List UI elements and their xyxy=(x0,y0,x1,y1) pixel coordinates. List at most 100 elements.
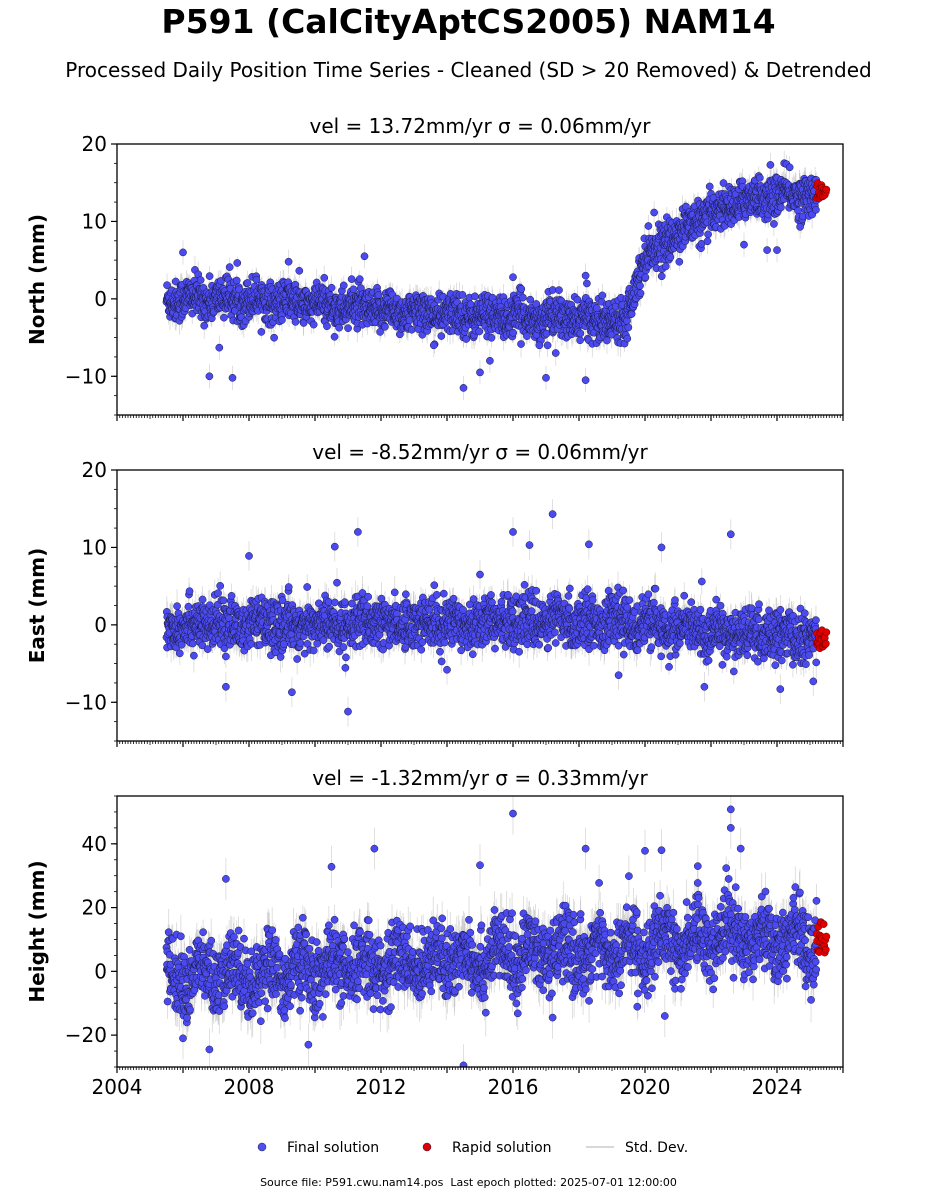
final-solution-point xyxy=(215,343,224,352)
final-solution-point xyxy=(407,325,416,334)
final-solution-point xyxy=(257,328,266,336)
final-solution-point xyxy=(200,321,209,330)
final-solution-point xyxy=(429,341,438,350)
final-solution-point xyxy=(270,333,278,342)
final-solution-point xyxy=(526,295,535,304)
final-solution-point xyxy=(598,291,607,300)
final-solution-point xyxy=(225,263,234,271)
final-solution-point xyxy=(551,349,560,357)
final-solution-point xyxy=(376,328,384,336)
final-solution-point xyxy=(641,273,650,282)
final-solution-point xyxy=(794,206,802,215)
final-solution-point xyxy=(770,220,778,228)
final-solution-point xyxy=(278,316,286,324)
final-solution-point xyxy=(487,333,496,342)
final-solution-point xyxy=(471,292,479,301)
final-solution-point xyxy=(766,161,775,169)
final-solution-point xyxy=(623,334,632,343)
final-solution-point xyxy=(581,376,590,385)
final-solution-point xyxy=(323,322,331,331)
final-solution-point xyxy=(509,273,517,282)
final-solution-point xyxy=(459,384,468,392)
final-solution-point xyxy=(347,275,356,283)
final-solution-point xyxy=(573,295,582,304)
final-solution-point xyxy=(330,332,339,341)
final-solution-point xyxy=(623,317,631,325)
final-solution-point xyxy=(773,246,781,254)
final-solution-point xyxy=(650,208,658,217)
final-solution-point xyxy=(785,163,794,172)
final-solution-point xyxy=(576,329,585,338)
final-solution-point xyxy=(543,341,552,350)
final-solution-point xyxy=(437,332,446,340)
final-solution-point xyxy=(740,240,748,249)
final-solution-point xyxy=(381,322,389,331)
final-solution-point xyxy=(405,316,414,325)
final-solution-point xyxy=(704,230,712,239)
final-solution-point xyxy=(205,272,214,280)
final-solution-point xyxy=(295,266,304,275)
final-solution-point xyxy=(603,336,611,345)
final-solution-point xyxy=(327,283,336,292)
final-solution-point xyxy=(636,289,645,298)
final-solution-point xyxy=(812,205,820,214)
final-solution-point xyxy=(462,335,471,343)
final-solution-point xyxy=(657,272,666,281)
final-solution-point xyxy=(335,323,344,332)
final-solution-point xyxy=(519,293,527,302)
final-solution-point xyxy=(581,271,590,280)
final-solution-point xyxy=(509,328,518,337)
x-ticks xyxy=(116,415,844,421)
final-solution-point xyxy=(220,313,228,322)
final-solution-point xyxy=(517,340,525,348)
final-solution-point xyxy=(644,222,653,230)
final-solution-point xyxy=(555,286,563,294)
final-solution-point xyxy=(196,276,205,284)
final-solution-point xyxy=(374,291,383,299)
final-solution-point xyxy=(703,237,712,246)
final-solution-point xyxy=(309,320,318,329)
final-solution-points xyxy=(162,159,821,392)
chart-subtitle: Processed Daily Position Time Series - C… xyxy=(65,58,872,82)
final-solution-point xyxy=(607,330,616,339)
final-solution-point xyxy=(232,276,241,285)
final-solution-point xyxy=(243,279,252,287)
final-solution-point xyxy=(299,319,308,327)
final-solution-point xyxy=(320,273,329,282)
final-solution-point xyxy=(486,356,494,365)
final-solution-point xyxy=(252,275,261,284)
final-solution-point xyxy=(535,341,544,350)
chart-title: P591 (CalCityAptCS2005) NAM14 xyxy=(161,2,776,41)
final-solution-point xyxy=(661,262,670,271)
final-solution-point xyxy=(205,372,214,381)
final-solution-point xyxy=(517,285,526,293)
final-solution-point xyxy=(355,275,364,283)
final-solution-point xyxy=(705,182,714,191)
final-solution-point xyxy=(360,252,369,261)
final-solution-point xyxy=(476,368,484,377)
final-solution-point xyxy=(163,281,171,290)
final-solution-point xyxy=(233,259,242,267)
final-solution-point xyxy=(349,285,358,294)
final-solution-point xyxy=(763,246,771,254)
final-solution-point xyxy=(666,253,675,262)
final-solution-point xyxy=(228,373,237,382)
final-solution-point xyxy=(624,323,633,332)
final-solution-point xyxy=(339,281,348,290)
final-solution-point xyxy=(576,336,584,345)
final-solution-point xyxy=(593,304,601,312)
final-solution-point xyxy=(636,281,644,290)
final-solution-point xyxy=(458,291,467,299)
final-solution-point xyxy=(344,324,352,333)
final-solution-point xyxy=(627,310,636,318)
final-solution-point xyxy=(291,318,300,326)
final-solution-point xyxy=(583,279,591,288)
final-solution-point xyxy=(542,373,550,382)
final-solution-point xyxy=(796,223,804,231)
final-solution-point xyxy=(179,248,187,257)
final-solution-point xyxy=(284,257,293,266)
final-solution-point xyxy=(675,257,684,266)
